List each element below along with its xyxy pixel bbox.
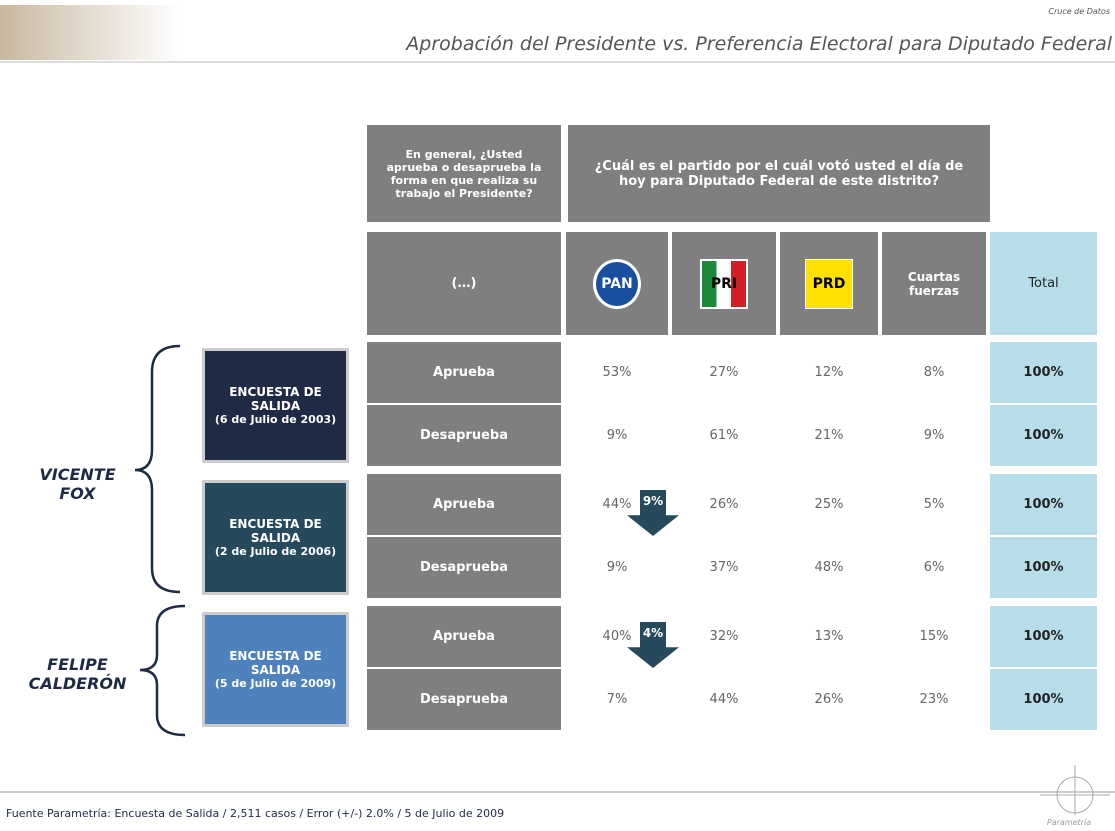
bracket [134, 344, 181, 594]
column-header: (…) [367, 232, 561, 335]
party-logo: PRI [700, 259, 748, 309]
survey-date: (5 de Julio de 2009) [214, 677, 337, 690]
value-cell: 5% [882, 474, 986, 535]
answer-cell: Aprueba [367, 474, 561, 535]
value-cell: 8% [882, 342, 986, 403]
value-cell: 12% [780, 342, 878, 403]
survey-label: ENCUESTA DE SALIDA [229, 649, 322, 677]
value-cell: 15% [882, 606, 986, 667]
bracket [139, 604, 186, 737]
survey-label: ENCUESTA DE SALIDA [229, 385, 322, 413]
president-name: FELIPE CALDERÓN [28, 655, 127, 693]
value-cell: 44% [672, 669, 776, 730]
value-cell: 6% [882, 537, 986, 598]
answer-cell: Aprueba [367, 606, 561, 667]
answer-cell: Aprueba [367, 342, 561, 403]
value-cell: 32% [672, 606, 776, 667]
column-header: PRD [780, 232, 878, 335]
answer-cell: Desaprueba [367, 669, 561, 730]
party-logo: PAN [593, 259, 641, 309]
question: ¿Cuál es el partido por el cuál votó ust… [568, 125, 990, 222]
value-cell: 9% [566, 537, 668, 598]
answer-cell: Desaprueba [367, 537, 561, 598]
value-cell: 61% [672, 405, 776, 466]
value-cell: 48% [780, 537, 878, 598]
value-cell: 9% [566, 405, 668, 466]
survey-date: (2 de Julio de 2006) [214, 545, 337, 558]
value-cell: 26% [780, 669, 878, 730]
survey-label: ENCUESTA DE SALIDA (5 de Julio de 2009) [202, 612, 349, 727]
total-cell: 100% [990, 606, 1097, 667]
survey-label: ENCUESTA DE SALIDA (2 de Julio de 2006) [202, 480, 349, 595]
survey-label: ENCUESTA DE SALIDA (6 de Julio de 2003) [202, 348, 349, 463]
value-cell: 26% [672, 474, 776, 535]
title: Aprobación del Presidente vs. Preferenci… [406, 33, 1112, 55]
header-photo [0, 5, 180, 60]
value-cell: 25% [780, 474, 878, 535]
party-logo: PRD [805, 259, 853, 309]
column-header: Cuartas fuerzas [882, 232, 986, 335]
section-label: Cruce de Datos [1048, 6, 1110, 16]
total-cell: 100% [990, 342, 1097, 403]
survey-label: ENCUESTA DE SALIDA [229, 517, 322, 545]
column-header: Total [990, 232, 1097, 335]
value-cell: 53% [566, 342, 668, 403]
value-cell: 13% [780, 606, 878, 667]
total-cell: 100% [990, 405, 1097, 466]
total-cell: 100% [990, 669, 1097, 730]
value-cell: 7% [566, 669, 668, 730]
president-name: VICENTE FOX [39, 465, 116, 503]
question: En general, ¿Usted aprueba o desaprueba … [367, 125, 561, 222]
value-cell: 27% [672, 342, 776, 403]
value-cell: 40% [566, 606, 668, 667]
brand-name: Parametría [1046, 817, 1092, 827]
total-cell: 100% [990, 474, 1097, 535]
survey-date: (6 de Julio de 2003) [214, 413, 337, 426]
total-cell: 100% [990, 537, 1097, 598]
column-header: PRI [672, 232, 776, 335]
value-cell: 21% [780, 405, 878, 466]
footer-source: Fuente Parametría: Encuesta de Salida / … [6, 806, 505, 820]
value-cell: 37% [672, 537, 776, 598]
value-cell: 23% [882, 669, 986, 730]
column-header: PAN [566, 232, 668, 335]
answer-cell: Desaprueba [367, 405, 561, 466]
value-cell: 9% [882, 405, 986, 466]
